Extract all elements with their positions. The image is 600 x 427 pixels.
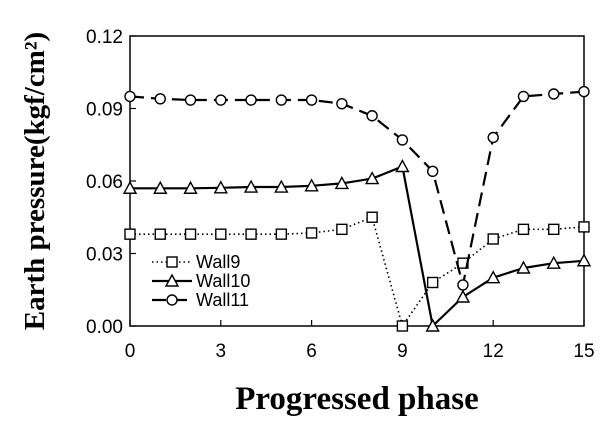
y-tick-label: 0.12 xyxy=(86,27,123,48)
data-point xyxy=(548,88,560,100)
series-layer xyxy=(122,85,592,332)
data-point xyxy=(305,94,318,106)
data-point xyxy=(395,159,410,173)
series-wall9 xyxy=(124,211,590,332)
data-point xyxy=(487,131,499,144)
x-tick-label: 9 xyxy=(397,341,408,362)
series-wall11 xyxy=(124,85,590,291)
data-point xyxy=(213,180,228,194)
y-axis-ticks: 0.00 0.03 0.06 0.09 0.12 xyxy=(86,27,136,338)
series-wall10 xyxy=(122,159,592,332)
data-point xyxy=(366,110,378,122)
data-point xyxy=(366,211,378,223)
data-point xyxy=(124,228,136,240)
data-point xyxy=(457,279,469,291)
data-point xyxy=(184,94,197,106)
y-tick-label: 0.03 xyxy=(86,245,123,266)
data-point xyxy=(275,228,288,240)
y-axis-title: Earth pressure(kgf/cm²) xyxy=(19,32,51,330)
data-point xyxy=(546,255,561,269)
series-line xyxy=(129,90,585,286)
legend-marker xyxy=(166,294,178,306)
data-point xyxy=(245,94,257,106)
data-point xyxy=(396,134,409,146)
data-point xyxy=(183,180,198,194)
x-axis-ticks: 0 3 6 9 12 15 xyxy=(125,320,595,362)
data-point xyxy=(426,165,439,178)
x-axis-title: Progressed phase xyxy=(235,381,479,417)
data-point xyxy=(578,221,590,233)
data-point xyxy=(425,318,440,332)
data-point xyxy=(336,97,348,110)
data-point xyxy=(396,320,409,332)
data-point xyxy=(153,180,168,194)
data-point xyxy=(487,233,499,245)
legend-label: Wall9 xyxy=(196,252,240,272)
data-point xyxy=(304,178,319,192)
data-point xyxy=(245,228,257,240)
legend-label: Wall10 xyxy=(196,271,250,291)
data-point xyxy=(516,260,531,274)
data-point xyxy=(274,179,289,193)
legend-label: Wall11 xyxy=(196,290,249,310)
data-point xyxy=(426,276,439,289)
data-point xyxy=(576,253,592,267)
data-point xyxy=(215,228,227,240)
data-point xyxy=(154,93,166,105)
legend-marker xyxy=(164,273,180,287)
data-point xyxy=(548,223,560,236)
data-point xyxy=(578,85,590,98)
data-point xyxy=(243,179,259,193)
data-point xyxy=(364,171,380,185)
data-point xyxy=(336,223,348,236)
y-tick-label: 0.09 xyxy=(86,100,123,121)
x-tick-label: 3 xyxy=(216,341,227,362)
data-point xyxy=(154,228,166,240)
data-point xyxy=(455,289,471,303)
data-point xyxy=(122,180,138,194)
x-tick-label: 6 xyxy=(306,341,317,362)
series-line xyxy=(130,165,585,328)
data-point xyxy=(486,270,501,284)
data-point xyxy=(215,94,227,106)
data-point xyxy=(334,175,350,190)
x-tick-label: 15 xyxy=(573,341,594,362)
legend-marker xyxy=(166,256,178,268)
data-point xyxy=(517,223,530,236)
x-tick-label: 0 xyxy=(125,341,136,362)
data-point xyxy=(124,90,136,103)
data-point xyxy=(517,90,530,103)
x-tick-label: 12 xyxy=(483,341,504,362)
y-tick-label: 0.06 xyxy=(86,172,123,193)
data-point xyxy=(305,227,318,239)
y-tick-label: 0.00 xyxy=(86,317,123,338)
data-point xyxy=(275,94,288,106)
data-point xyxy=(184,228,197,240)
